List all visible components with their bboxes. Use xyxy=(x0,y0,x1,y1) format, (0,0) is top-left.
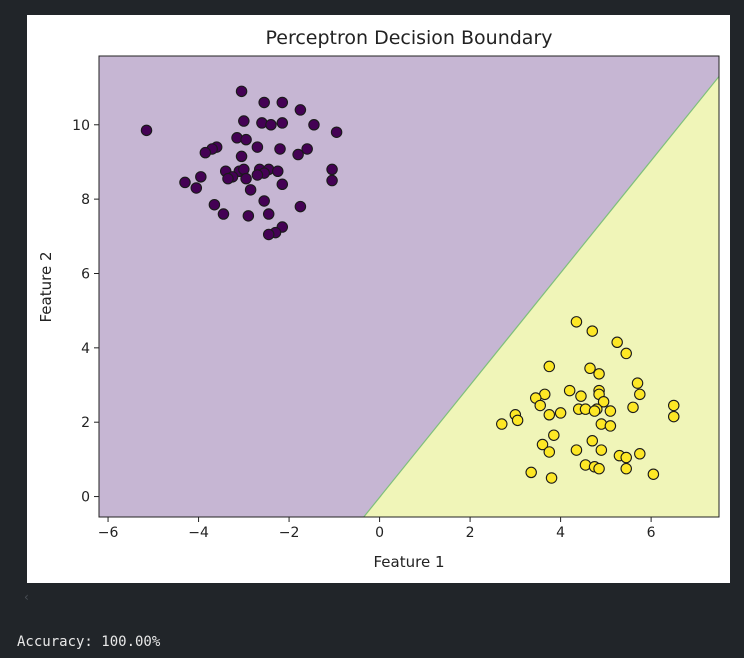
data-point-class-1 xyxy=(593,368,605,380)
data-point-class-1 xyxy=(543,446,556,458)
data-point-class-1 xyxy=(647,468,660,480)
data-point-class-0 xyxy=(258,96,270,109)
data-point-class-0 xyxy=(238,163,250,176)
horizontal-scroll-indicator[interactable]: ‹ xyxy=(24,590,29,604)
data-point-class-1 xyxy=(611,336,623,349)
data-point-class-0 xyxy=(262,228,275,241)
y-tick-label: 8 xyxy=(81,192,90,208)
y-axis-ticks: 0 2 4 6 8 10 xyxy=(72,118,99,506)
data-point-class-0 xyxy=(251,141,264,153)
data-point-class-0 xyxy=(276,96,289,109)
data-point-class-1 xyxy=(548,429,560,441)
data-point-class-0 xyxy=(235,85,248,98)
data-point-class-1 xyxy=(597,395,610,408)
y-axis-label: Feature 2 xyxy=(37,252,55,323)
data-point-class-1 xyxy=(511,414,524,427)
perceptron-chart: −6 −4 −2 0 2 4 6 0 2 4 6 8 10 Perceptron Decision B… xyxy=(37,27,720,571)
data-point-class-0 xyxy=(217,208,230,220)
data-point-class-0 xyxy=(301,143,313,155)
data-point-class-1 xyxy=(543,360,556,373)
y-tick-label: 10 xyxy=(72,118,90,134)
data-point-class-1 xyxy=(570,316,583,328)
data-point-class-1 xyxy=(593,462,605,475)
data-point-class-0 xyxy=(251,169,264,181)
x-tick-label: 6 xyxy=(647,525,656,541)
data-point-class-1 xyxy=(496,418,508,430)
decision-boundary xyxy=(363,76,719,517)
data-point-class-1 xyxy=(667,410,680,423)
data-point-class-1 xyxy=(536,438,549,451)
data-point-class-0 xyxy=(326,174,338,187)
data-point-class-1 xyxy=(525,466,537,479)
x-tick-label: −2 xyxy=(279,525,300,541)
data-point-class-0 xyxy=(258,195,270,207)
data-point-class-1 xyxy=(627,401,639,414)
figure: −6 −4 −2 0 2 4 6 0 2 4 6 8 10 Perceptron Decision B… xyxy=(27,15,730,583)
data-point-class-1 xyxy=(584,362,596,375)
data-point-class-0 xyxy=(208,198,221,211)
decision-regions xyxy=(99,56,719,517)
data-point-class-1 xyxy=(563,384,576,397)
data-point-class-1 xyxy=(595,444,608,456)
data-point-class-0 xyxy=(222,172,234,185)
data-point-class-0 xyxy=(262,208,275,220)
data-point-class-0 xyxy=(265,119,277,131)
accuracy-output: Accuracy: 100.00% xyxy=(17,634,161,650)
data-point-class-0 xyxy=(294,200,307,213)
data-point-class-0 xyxy=(274,143,286,155)
data-point-class-1 xyxy=(570,444,583,456)
data-point-class-1 xyxy=(620,462,632,475)
data-point-class-0 xyxy=(244,184,257,196)
data-point-class-1 xyxy=(554,407,567,419)
data-point-class-0 xyxy=(292,148,304,161)
data-point-class-0 xyxy=(326,163,338,176)
data-point-class-1 xyxy=(620,451,632,464)
scatter-points xyxy=(140,85,680,484)
data-point-class-0 xyxy=(199,146,212,159)
y-tick-label: 6 xyxy=(81,266,90,282)
axes-frame xyxy=(98,55,720,518)
decision-boundary-line xyxy=(363,76,719,517)
x-tick-label: −6 xyxy=(98,525,119,541)
data-point-class-1 xyxy=(634,448,646,460)
x-tick-label: 0 xyxy=(375,525,384,541)
data-point-class-1 xyxy=(620,347,632,360)
data-point-class-0 xyxy=(140,124,153,137)
x-tick-label: 4 xyxy=(556,525,565,541)
data-point-class-1 xyxy=(534,399,546,412)
data-point-class-0 xyxy=(276,178,289,191)
x-tick-label: −4 xyxy=(188,525,209,541)
y-tick-label: 2 xyxy=(81,415,90,431)
data-point-class-0 xyxy=(276,117,289,129)
data-point-class-0 xyxy=(238,115,250,127)
data-point-class-0 xyxy=(308,119,320,131)
data-point-class-1 xyxy=(586,325,599,337)
data-point-class-1 xyxy=(575,390,587,402)
data-point-class-1 xyxy=(634,388,646,401)
chart-title: Perceptron Decision Boundary xyxy=(265,27,552,49)
data-point-class-1 xyxy=(667,399,680,412)
data-point-class-0 xyxy=(294,104,307,116)
x-axis-ticks: −6 −4 −2 0 2 4 6 xyxy=(98,517,656,541)
data-point-class-0 xyxy=(179,176,191,189)
data-point-class-0 xyxy=(240,133,252,146)
data-point-class-0 xyxy=(190,182,203,194)
data-point-class-0 xyxy=(242,210,255,222)
x-tick-label: 2 xyxy=(466,525,475,541)
data-point-class-0 xyxy=(272,165,284,178)
data-point-class-1 xyxy=(588,405,601,417)
x-axis-label: Feature 1 xyxy=(374,553,445,571)
data-point-class-1 xyxy=(604,420,617,432)
y-tick-label: 4 xyxy=(81,341,90,357)
data-point-class-1 xyxy=(543,409,556,421)
data-point-class-1 xyxy=(604,405,617,417)
data-point-class-0 xyxy=(330,126,343,138)
data-point-class-1 xyxy=(545,472,558,484)
data-point-class-0 xyxy=(195,171,207,183)
data-point-class-1 xyxy=(586,435,599,447)
y-tick-label: 0 xyxy=(81,490,90,506)
data-point-class-1 xyxy=(631,377,644,389)
data-point-class-0 xyxy=(235,150,248,163)
data-point-class-0 xyxy=(240,172,252,185)
